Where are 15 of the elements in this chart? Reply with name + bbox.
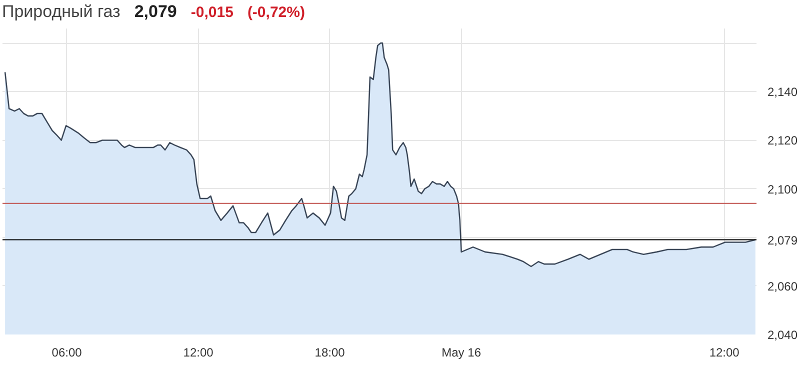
y-tick-label: 2,140 — [768, 85, 798, 100]
y-tick-label: 2,100 — [768, 182, 798, 196]
x-tick-label: 12:00 — [709, 346, 740, 360]
text: (-0,72%) — [247, 4, 305, 21]
y-tick-label: 2,040 — [768, 328, 798, 342]
x-tick-label: 18:00 — [314, 346, 346, 360]
chart-title: Природный газ — [2, 2, 120, 21]
x-tick-label: May 16 — [442, 346, 482, 360]
x-tick-label: 06:00 — [52, 346, 82, 360]
y-tick-label: 2,060 — [768, 279, 798, 294]
ref-line-label: 2,079 — [768, 233, 798, 248]
text: -0,015 — [190, 4, 234, 21]
x-tick-label: 12:00 — [183, 346, 214, 360]
text: 2,079 — [134, 2, 177, 21]
y-tick-label: 2,120 — [768, 134, 798, 148]
